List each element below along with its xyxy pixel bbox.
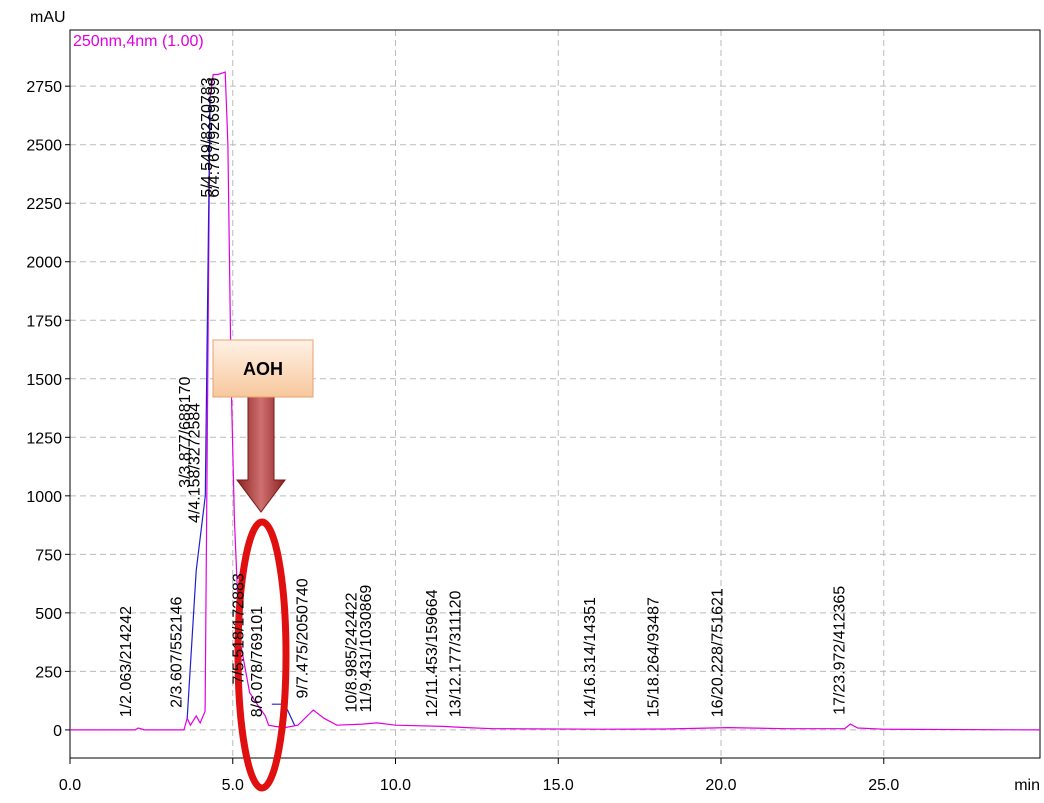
y-tick-label: 2250 (26, 196, 62, 213)
peak-label: 3/3.877/688170 (177, 377, 194, 488)
y-tick-label: 500 (35, 606, 62, 623)
peak-label: 13/12.177/311120 (447, 590, 464, 717)
x-tick-label: 10.0 (380, 777, 411, 794)
y-tick-label: 1750 (26, 313, 62, 330)
x-axis-label: min (1014, 777, 1040, 794)
x-tick-label: 15.0 (543, 777, 574, 794)
highlight-ellipse (234, 518, 290, 792)
x-tick-label: 25.0 (868, 777, 899, 794)
callout-arrow (236, 396, 286, 513)
peak-label: 9/7.475/2050740 (294, 578, 311, 698)
peak-label: 8/6.078/769101 (249, 606, 266, 717)
x-tick-label: 0.0 (59, 777, 81, 794)
y-tick-label: 2500 (26, 138, 62, 155)
legend-text: 250nm,4nm (1.00) (73, 33, 204, 50)
peak-label: 7/5.518/172883 (231, 573, 248, 684)
peak-label: 14/16.314/14351 (582, 597, 599, 717)
y-tick-label: 1000 (26, 489, 62, 506)
y-tick-label: 0 (53, 723, 62, 740)
peak-label: 10/8.985/242422 (343, 592, 360, 712)
y-tick-label: 2000 (26, 255, 62, 272)
x-tick-label: 5.0 (222, 777, 244, 794)
plot-frame (69, 29, 1041, 759)
y-tick-label: 2750 (26, 79, 62, 96)
peak-label: 16/20.228/751621 (709, 588, 726, 717)
callout: AOH (212, 339, 314, 792)
y-tick-label: 750 (35, 547, 62, 564)
y-tick-label: 1250 (26, 430, 62, 447)
callout-text: AOH (243, 359, 283, 379)
x-tick-label: 20.0 (705, 777, 736, 794)
y-tick-label: 250 (35, 664, 62, 681)
peak-label: 12/11.453/159664 (424, 589, 441, 717)
y-tick-label: 1500 (26, 372, 62, 389)
peak-label: 15/18.264/93487 (645, 597, 662, 717)
grid (69, 30, 1040, 758)
peak-label: 4/4.158/3272584 (186, 403, 203, 523)
callout-box (212, 339, 314, 398)
y-axis-label: mAU (30, 9, 66, 26)
peak-label: 1/2.063/214242 (118, 606, 135, 717)
peak-label: 5/4.549/8270783 (199, 77, 216, 197)
peak-label: 6/4.767/9269999 (206, 77, 223, 197)
peak-label: 11/9.431/1030869 (358, 585, 375, 713)
peak-label: 17/23.972/412365 (831, 586, 848, 715)
peak-label: 2/3.607/552146 (168, 597, 185, 708)
trace (70, 71, 1041, 731)
